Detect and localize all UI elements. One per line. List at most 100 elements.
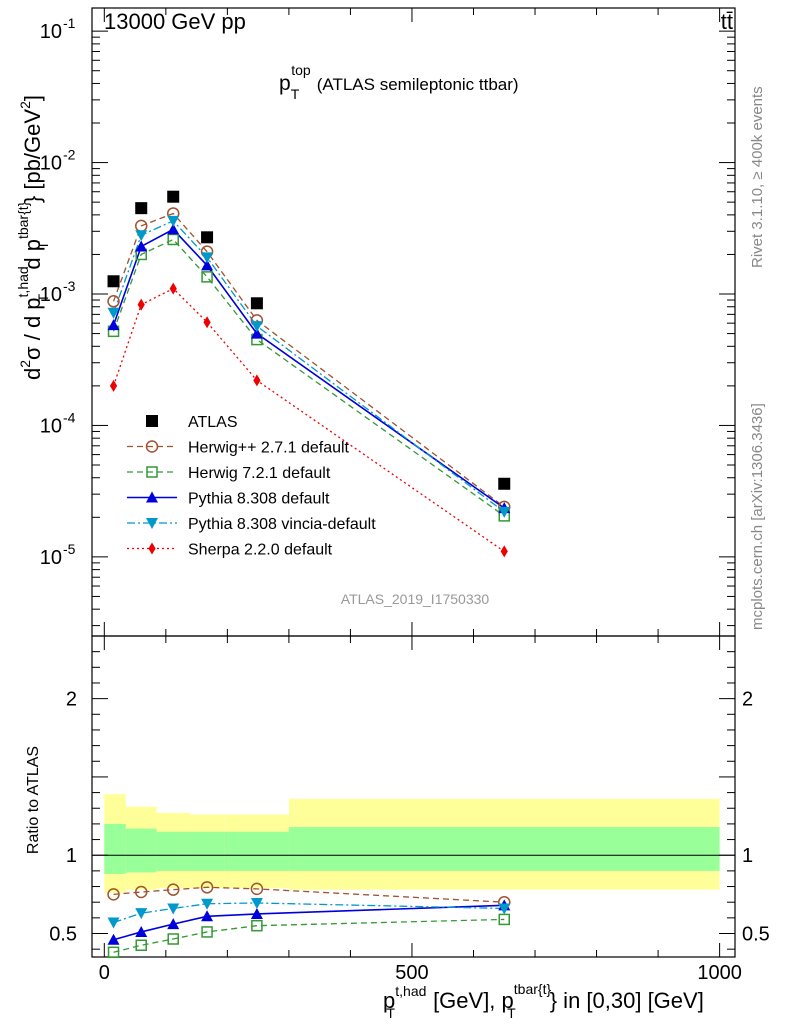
legend-label-herwig-2-7-1-default: Herwig++ 2.7.1 default xyxy=(188,440,350,457)
main-line-sherpa-2-2-0-default xyxy=(112,287,505,552)
legend-label-herwig-7-2-1-default: Herwig 7.2.1 default xyxy=(188,465,331,482)
ratio-y-tick-label-right: 1 xyxy=(742,845,753,867)
ylabel-part-5: d p xyxy=(20,239,45,276)
x-tick-label: 0 xyxy=(99,962,110,984)
axes-frames xyxy=(91,7,736,958)
ratio-inner-band-bin xyxy=(190,831,225,871)
main-point-pythia-8-308-default xyxy=(250,327,263,339)
ylabel-part-2: σ / d p xyxy=(20,297,45,360)
analysis-watermark: ATLAS_2019_I1750330 xyxy=(341,591,490,607)
ratio-point-herwig-2-7-1-default xyxy=(107,888,120,901)
main-point-pythia-8-308-vincia-default xyxy=(107,307,120,319)
ylabel-part-9: 2 xyxy=(17,101,33,109)
main-point-atlas xyxy=(107,275,120,288)
legend-marker-pythia-8-308-default xyxy=(146,491,158,503)
xlabel-part-3: [GeV], p xyxy=(427,988,514,1013)
main-point-atlas xyxy=(135,202,148,215)
main-point-atlas xyxy=(250,297,263,310)
ylabel-part-0: d xyxy=(20,368,45,380)
x-tick-label: 1000 xyxy=(697,962,742,984)
main-point-pythia-8-308-default xyxy=(107,319,120,331)
y-tick-label: 10 xyxy=(40,153,62,175)
ratio-line-pythia-8-308-default xyxy=(113,904,505,941)
ratio-inner-band-bin xyxy=(156,831,191,871)
ratio-inner-band-bin xyxy=(125,828,157,873)
y-tick-label: 10 xyxy=(40,284,62,306)
main-y-axis-label: d2σ / d pt,hadT d ptbar{t}T} [pb/GeV2] xyxy=(15,95,51,380)
ratio-point-herwig-7-2-1-default xyxy=(251,919,263,932)
legend-marker-atlas xyxy=(146,415,158,427)
ratio-point-pythia-8-308-vincia-default xyxy=(201,898,214,910)
y-tick-label: 10 xyxy=(40,415,62,437)
legend-label-pythia-8-308-vincia-default: Pythia 8.308 vincia-default xyxy=(188,516,376,533)
ratio-point-herwig-7-2-1-default xyxy=(167,933,179,945)
ylabel-part-10: ] xyxy=(20,95,45,101)
main-point-sherpa-2-2-0-default xyxy=(253,374,261,387)
title-text: (ATLAS semileptonic ttbar) xyxy=(317,75,519,94)
ratio-line-herwig-2-7-1-default xyxy=(113,886,505,903)
title-sub: T xyxy=(291,86,300,102)
ratio-point-herwig-7-2-1-default xyxy=(201,926,213,938)
main-point-pythia-8-308-default xyxy=(201,259,214,271)
xlabel-part-2: T xyxy=(386,1005,395,1021)
y-tick-label: 10 xyxy=(40,547,62,569)
axis-ticks xyxy=(92,8,735,957)
ylabel-part-6: tbar{t} xyxy=(15,201,31,239)
main-point-atlas xyxy=(201,231,214,244)
ratio-point-pythia-8-308-default xyxy=(167,918,180,930)
title-sup: top xyxy=(291,62,311,78)
ratio-uncertainty-bands xyxy=(92,794,735,893)
ratio-y-tick-label: 0.5 xyxy=(49,924,77,946)
ratio-inner-band-bin xyxy=(288,827,720,871)
title-symbol: p xyxy=(279,72,291,95)
ratio-y-tick-label-right: 2 xyxy=(742,689,753,711)
y-tick-label-exponent: -5 xyxy=(63,541,76,557)
ratio-y-tick-label-right: 0.5 xyxy=(742,924,770,946)
ratio-point-herwig-7-2-1-default xyxy=(107,946,120,959)
main-point-sherpa-2-2-0-default xyxy=(169,282,177,295)
main-point-herwig-7-2-1-default xyxy=(201,271,213,283)
main-point-sherpa-2-2-0-default xyxy=(109,379,118,392)
main-line-herwig-7-2-1-default xyxy=(112,238,505,517)
main-point-sherpa-2-2-0-default xyxy=(137,298,145,311)
ratio-plot-frame xyxy=(91,635,736,958)
ratio-point-pythia-8-308-default xyxy=(107,933,120,945)
y-tick-label: 10 xyxy=(40,21,62,43)
y-tick-label-exponent: -2 xyxy=(63,147,76,163)
ratio-point-herwig-7-2-1-default xyxy=(135,939,147,952)
y-tick-label-exponent: -1 xyxy=(63,15,76,31)
ratio-point-herwig-2-7-1-default xyxy=(250,882,264,896)
legend-label-sherpa-2-2-0-default: Sherpa 2.2.0 default xyxy=(188,542,333,559)
legend-label-atlas: ATLAS xyxy=(188,414,238,431)
ratio-point-pythia-8-308-default xyxy=(201,910,214,922)
ratio-point-pythia-8-308-vincia-default xyxy=(250,897,263,909)
ratio-point-pythia-8-308-vincia-default xyxy=(167,903,180,915)
main-line-herwig-2-7-1-default xyxy=(112,212,505,508)
main-point-pythia-8-308-default xyxy=(167,223,180,235)
x-axis-label: pt,had T [GeV], ptbar{t} T} in [0,30] [GeV… xyxy=(383,981,704,1021)
ratio-point-pythia-8-308-default xyxy=(250,907,263,919)
mcplots-label: mcplots.cern.ch [arXiv:1306.3436] xyxy=(749,403,766,630)
process-label: tt̄ xyxy=(721,9,733,34)
main-title: pTtop (ATLAS semileptonic ttbar) xyxy=(279,62,519,102)
rivet-label: Rivet 3.1.10, ≥ 400k events xyxy=(749,86,766,268)
y-tick-label-exponent: -4 xyxy=(63,409,76,425)
ratio-y-tick-label: 2 xyxy=(66,689,77,711)
xlabel-part-4: tbar{t} xyxy=(514,981,552,997)
main-point-pythia-8-308-vincia-default xyxy=(135,230,148,242)
main-point-sherpa-2-2-0-default xyxy=(203,316,211,329)
ratio-point-herwig-2-7-1-default xyxy=(166,883,180,896)
main-point-pythia-8-308-default xyxy=(135,240,148,252)
ylabel-part-7: T xyxy=(35,241,51,250)
main-point-atlas xyxy=(167,190,180,203)
series-markers xyxy=(107,190,511,959)
energy-label: 13000 GeV pp xyxy=(104,9,246,34)
legend-marker-pythia-8-308-vincia-default xyxy=(146,518,158,529)
legend-marker-herwig-7-2-1-default xyxy=(146,466,158,478)
legend-marker-herwig-2-7-1-default xyxy=(145,440,159,453)
legend-label-pythia-8-308-default: Pythia 8.308 default xyxy=(188,491,330,508)
main-point-pythia-8-308-vincia-default xyxy=(201,252,214,264)
main-point-sherpa-2-2-0-default xyxy=(500,545,508,558)
